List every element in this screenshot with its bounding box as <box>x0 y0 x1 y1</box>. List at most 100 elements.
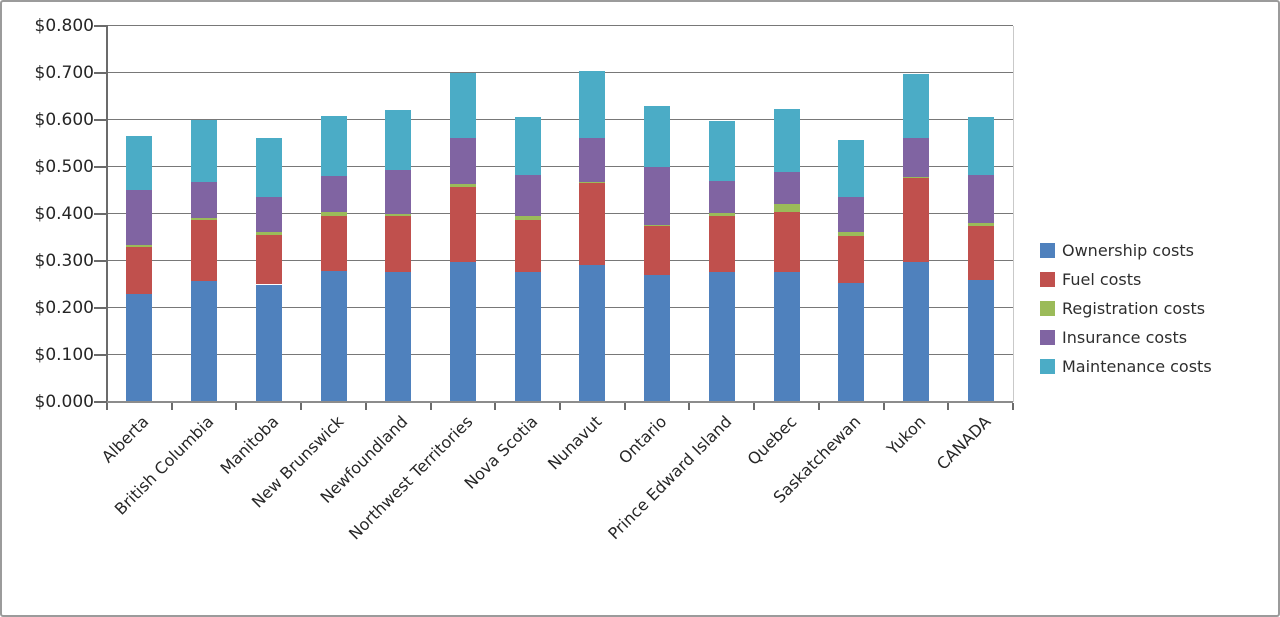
bar-segment-fuel-costs <box>191 219 218 281</box>
y-axis-tick <box>94 260 108 262</box>
bar-segment-insurance-costs <box>838 196 865 232</box>
bar-segment-maintenance-costs <box>449 73 476 139</box>
legend-item: Maintenance costs <box>1040 352 1212 381</box>
legend-label: Ownership costs <box>1062 241 1194 260</box>
x-axis-tick <box>429 403 432 410</box>
bar-segment-fuel-costs <box>967 226 994 280</box>
bar-segment-insurance-costs <box>385 169 412 214</box>
bar-segment-registration-costs <box>967 222 994 227</box>
y-axis-tick <box>94 213 108 215</box>
bar-segment-registration-costs <box>191 217 218 220</box>
bar-segment-maintenance-costs <box>902 73 929 139</box>
legend-label: Fuel costs <box>1062 270 1142 289</box>
bar-segment-registration-costs <box>838 231 865 236</box>
bar-segment-fuel-costs <box>514 219 541 273</box>
bar-segment-insurance-costs <box>708 180 735 214</box>
bar-segment-ownership-costs <box>902 262 929 402</box>
bar-segment-insurance-costs <box>255 196 282 232</box>
bar-segment-fuel-costs <box>773 212 800 273</box>
x-axis-tick <box>947 403 950 410</box>
bar-segment-ownership-costs <box>838 282 865 402</box>
bar-segment-fuel-costs <box>644 226 671 276</box>
legend-item: Ownership costs <box>1040 236 1212 265</box>
x-axis-tick <box>559 403 561 410</box>
y-axis <box>106 26 108 404</box>
bar-segment-registration-costs <box>902 176 929 178</box>
bar-segment-maintenance-costs <box>514 117 541 176</box>
bar-segment-fuel-costs <box>126 247 153 295</box>
bar-segment-insurance-costs <box>449 138 476 185</box>
y-axis-tick <box>94 307 108 309</box>
gridline <box>107 25 1013 26</box>
gridline <box>107 119 1013 120</box>
bar-segment-ownership-costs <box>708 272 735 402</box>
legend-label: Insurance costs <box>1062 328 1188 347</box>
bar-segment-fuel-costs <box>385 216 412 273</box>
gridline <box>107 260 1013 261</box>
y-axis-tick-label: $0.700 <box>34 63 94 83</box>
y-axis-tick-label: $0.100 <box>34 345 94 365</box>
bar-segment-maintenance-costs <box>708 121 735 181</box>
bar-segment-registration-costs <box>579 182 606 184</box>
bar-segment-ownership-costs <box>773 272 800 402</box>
gridline <box>107 307 1013 308</box>
gridline <box>107 72 1013 73</box>
bar-segment-insurance-costs <box>320 175 347 213</box>
x-axis-tick <box>364 403 367 410</box>
plot-area-right-border <box>1013 26 1014 402</box>
legend-swatch-registration-costs <box>1040 301 1055 316</box>
legend-swatch-ownership-costs <box>1040 243 1055 258</box>
bar-segment-ownership-costs <box>579 264 606 402</box>
x-axis <box>107 401 1013 403</box>
bar-segment-ownership-costs <box>514 272 541 402</box>
x-axis-tick <box>623 403 626 410</box>
bar-segment-insurance-costs <box>902 138 929 177</box>
bar-segment-insurance-costs <box>126 189 153 245</box>
bar-segment-ownership-costs <box>191 280 218 402</box>
bar-segment-ownership-costs <box>320 270 347 402</box>
bar-segment-ownership-costs <box>385 272 412 402</box>
bar-segment-registration-costs <box>773 204 800 213</box>
x-axis-tick <box>753 403 756 410</box>
x-axis-tick <box>882 403 885 410</box>
x-axis-tick <box>817 403 820 410</box>
bar-segment-maintenance-costs <box>255 138 282 197</box>
legend-swatch-fuel-costs <box>1040 272 1055 287</box>
y-axis-tick <box>94 25 108 27</box>
y-axis-tick-label: $0.000 <box>34 392 94 412</box>
bar-segment-registration-costs <box>320 212 347 216</box>
bar-segment-registration-costs <box>708 213 735 216</box>
bar-segment-insurance-costs <box>191 182 218 218</box>
bar-segment-registration-costs <box>514 215 541 220</box>
bar-segment-fuel-costs <box>708 215 735 273</box>
y-axis-tick <box>94 166 108 168</box>
bar-segment-fuel-costs <box>902 177 929 263</box>
bar-segment-insurance-costs <box>514 175 541 216</box>
bar-segment-maintenance-costs <box>385 110 412 170</box>
y-axis-tick-label: $0.800 <box>34 16 94 36</box>
bar-segment-registration-costs <box>385 213 412 217</box>
y-axis-tick-label: $0.500 <box>34 157 94 177</box>
bar-segment-maintenance-costs <box>320 115 347 176</box>
bar-segment-maintenance-costs <box>579 70 606 139</box>
bar-segment-fuel-costs <box>838 235 865 283</box>
y-axis-tick <box>94 401 108 403</box>
x-axis-tick <box>300 403 303 410</box>
bar-segment-insurance-costs <box>967 175 994 223</box>
bar-segment-registration-costs <box>126 244 153 248</box>
bar-segment-maintenance-costs <box>644 105 671 167</box>
bar-segment-ownership-costs <box>967 279 994 402</box>
legend: Ownership costs Fuel costs Registration co… <box>1040 236 1212 381</box>
y-axis-tick-label: $0.600 <box>34 110 94 130</box>
y-axis-tick-label: $0.300 <box>34 251 94 271</box>
x-axis-tick <box>688 403 691 410</box>
bar-segment-fuel-costs <box>449 187 476 263</box>
legend-swatch-maintenance-costs <box>1040 359 1055 374</box>
bar-segment-maintenance-costs <box>773 109 800 172</box>
bar-segment-insurance-costs <box>644 167 671 225</box>
bar-segment-registration-costs <box>644 224 671 227</box>
bar-segment-insurance-costs <box>579 138 606 183</box>
bar-segment-ownership-costs <box>126 294 153 402</box>
legend-item: Insurance costs <box>1040 323 1212 352</box>
